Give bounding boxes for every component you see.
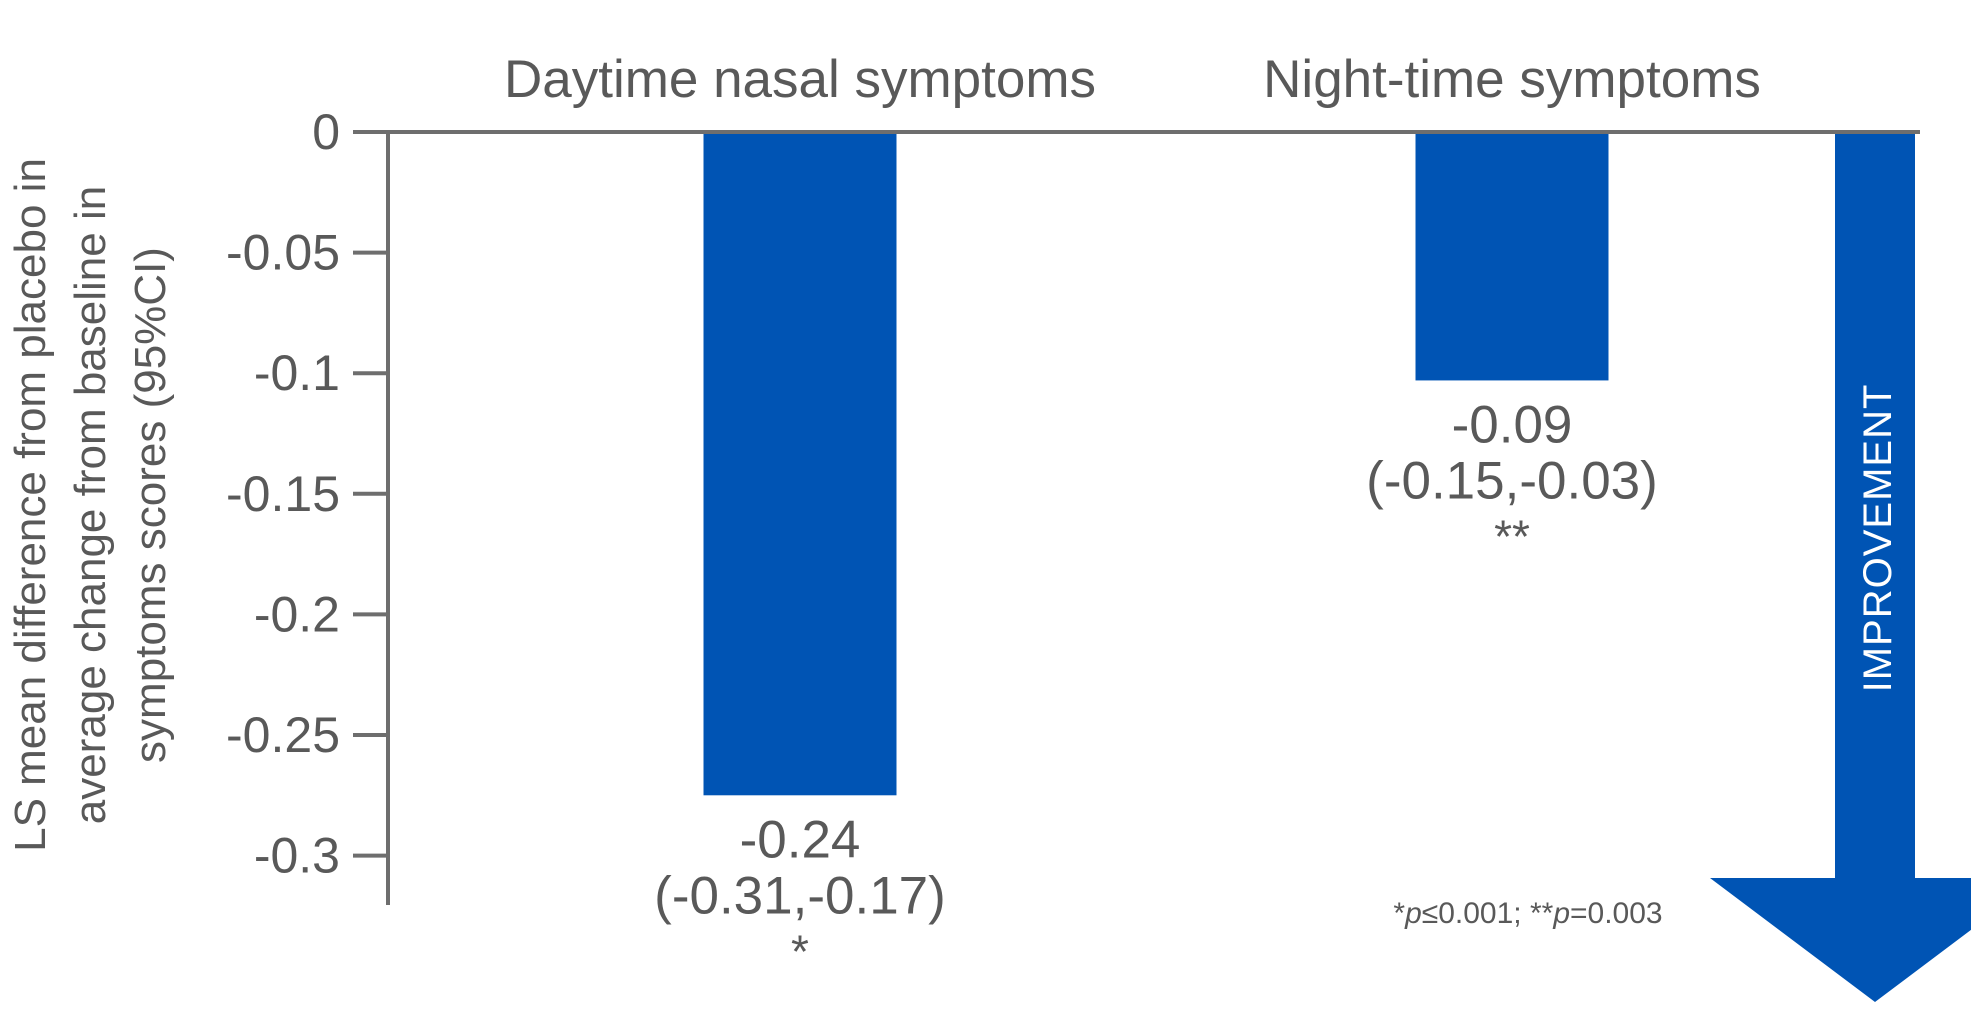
bar-value-label: -0.09 xyxy=(1452,395,1573,454)
down-arrow-icon xyxy=(1710,134,1971,1002)
bar-significance-label: ** xyxy=(1494,510,1530,562)
y-tick-label: -0.2 xyxy=(254,586,340,642)
y-axis: 0 -0.05 -0.1 -0.15 -0.2 -0.25 -0.3 xyxy=(226,104,1920,905)
bars xyxy=(703,134,1609,796)
y-axis-title-line: symptoms scores (95%CI) xyxy=(126,247,175,763)
improvement-label: IMPROVEMENT xyxy=(1856,384,1900,693)
bar-ci-label: (-0.31,-0.17) xyxy=(654,866,946,925)
bar-ci-label: (-0.15,-0.03) xyxy=(1366,451,1658,510)
y-tick-label: -0.15 xyxy=(226,466,340,522)
y-axis-title-line: average change from baseline in xyxy=(66,186,115,824)
y-axis-title-line: LS mean difference from placebo in xyxy=(6,158,55,852)
bar xyxy=(703,134,897,796)
footnote: *p≤0.001; **p=0.003 xyxy=(1393,897,1662,930)
category-label: Night-time symptoms xyxy=(1263,50,1761,109)
y-tick-label: -0.25 xyxy=(226,707,340,763)
y-axis-title: LS mean difference from placebo in averag… xyxy=(6,158,175,852)
category-label: Daytime nasal symptoms xyxy=(504,50,1096,109)
footnote-text: *p≤0.001; **p=0.003 xyxy=(1393,897,1662,930)
bar-significance-label: * xyxy=(791,925,809,977)
category-labels: Daytime nasal symptoms Night-time symptom… xyxy=(504,50,1761,109)
bar-value-label: -0.24 xyxy=(740,810,861,869)
improvement-arrow: IMPROVEMENT xyxy=(1710,134,1971,1002)
y-tick-label: -0.05 xyxy=(226,225,340,281)
y-tick-label: -0.1 xyxy=(254,345,340,401)
bar-value-labels: -0.24(-0.31,-0.17)* -0.09(-0.15,-0.03)** xyxy=(654,395,1658,977)
bar xyxy=(1415,134,1609,381)
y-tick-label: -0.3 xyxy=(254,828,340,884)
y-tick-label: 0 xyxy=(312,104,340,160)
